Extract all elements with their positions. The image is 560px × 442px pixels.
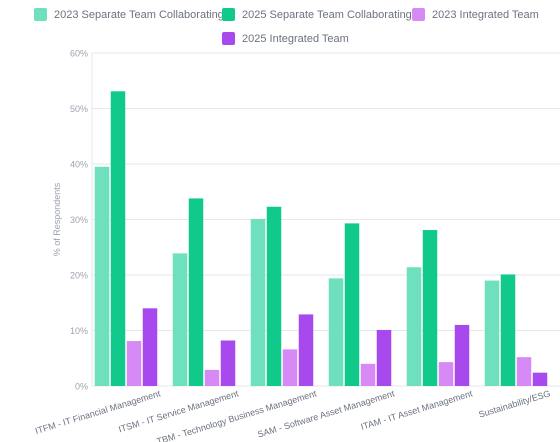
legend-label: 2025 Separate Team Collaborating [242,8,412,21]
bar-4-6 [532,372,548,386]
bar-1-3 [250,218,266,386]
bar-4-2 [220,340,236,386]
legend-item-2025-separate[interactable]: 2025 Separate Team Collaborating [222,8,412,21]
legend-item-2023-integrated[interactable]: 2023 Integrated Team [412,8,539,21]
y-tick-label: 60% [70,49,88,59]
legend-swatch [34,8,47,21]
bar-1-2 [172,253,188,386]
bar-4-3 [298,314,314,386]
legend-swatch [222,8,235,21]
bar-1-4 [328,278,344,386]
y-tick-label: 50% [70,104,88,114]
bar-1-6 [484,280,500,386]
y-tick-label: 0% [75,382,88,392]
bar-2-3 [266,206,282,386]
x-tick-label: Sustainability/ESG [477,388,551,419]
legend-label: 2023 Integrated Team [432,8,539,21]
legend-label: 2023 Separate Team Collaborating [54,8,224,21]
legend-item-2023-separate[interactable]: 2023 Separate Team Collaborating [34,8,224,21]
x-tick-label: SAM - Software Asset Management [256,388,396,439]
bar-4-5 [454,324,470,386]
bar-3-5 [438,362,454,386]
y-tick-label: 30% [70,215,88,225]
legend-item-2025-integrated[interactable]: 2025 Integrated Team [222,32,349,45]
x-tick-label: ITFM - IT Financial Management [34,388,162,436]
bar-3-1 [126,341,142,386]
bar-2-1 [110,91,126,387]
legend-swatch [412,8,425,21]
y-tick-label: 10% [70,326,88,336]
bar-2-6 [500,274,516,386]
legend-swatch [222,32,235,45]
bar-3-3 [282,349,298,386]
bar-4-4 [376,329,392,386]
bar-2-5 [422,230,438,386]
bar-2-2 [188,198,204,386]
y-axis-title: % of Respondents [52,182,62,256]
bar-3-2 [204,369,220,386]
bar-3-4 [360,363,376,386]
y-tick-label: 40% [70,160,88,170]
legend-label: 2025 Integrated Team [242,32,349,45]
bar-4-1 [142,308,158,386]
bar-3-6 [516,357,532,386]
bar-2-4 [344,223,360,386]
bar-1-1 [94,166,110,386]
y-tick-label: 20% [70,271,88,281]
bar-1-5 [406,267,422,386]
